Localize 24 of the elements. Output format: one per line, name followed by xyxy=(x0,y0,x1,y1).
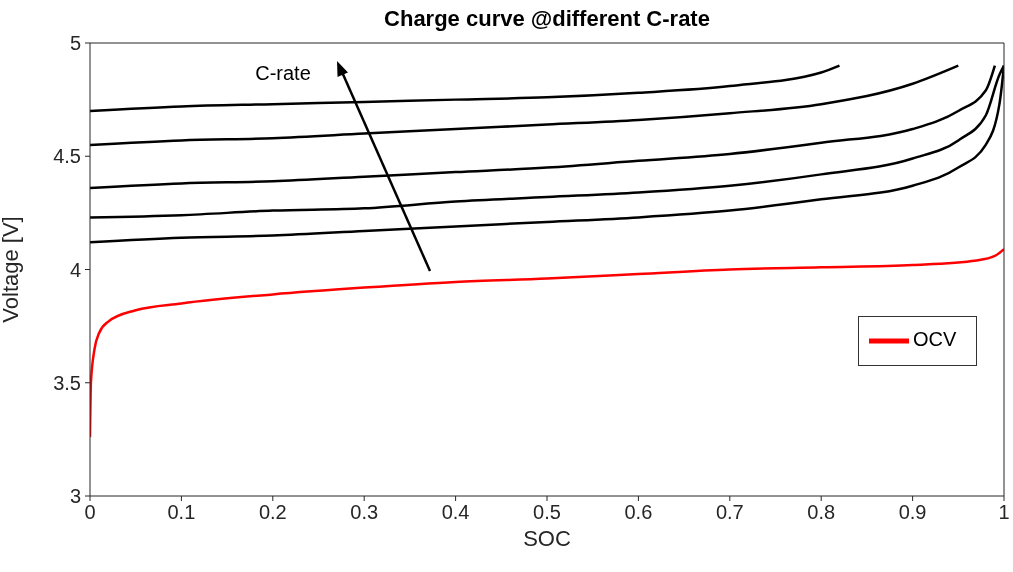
x-tick-label: 0.7 xyxy=(715,501,744,524)
line-series xyxy=(90,64,841,113)
x-tick-label: 0.2 xyxy=(258,501,287,524)
x-tick-label: 0.1 xyxy=(167,501,196,524)
y-tick-label: 5 xyxy=(69,32,81,55)
line-series xyxy=(90,64,960,147)
legend-label: OCV xyxy=(913,328,957,351)
x-tick-label: 0.4 xyxy=(441,501,470,524)
x-tick-label: 0 xyxy=(84,501,96,524)
y-tick-label: 4 xyxy=(69,258,81,281)
x-tick-label: 0.9 xyxy=(898,501,927,524)
y-axis-title: Voltage [V] xyxy=(0,216,23,323)
y-tick-label: 4.5 xyxy=(53,145,81,168)
x-tick-label: 1 xyxy=(998,501,1010,524)
x-tick-label: 0.8 xyxy=(807,501,836,524)
y-tick-label: 3 xyxy=(69,485,81,508)
x-axis-title: SOC xyxy=(523,526,571,551)
x-tick-label: 0.6 xyxy=(624,501,653,524)
x-tick-label: 0.3 xyxy=(350,501,379,524)
line-series xyxy=(90,64,997,190)
chart-title: Charge curve @different C-rate xyxy=(383,6,711,32)
annotation: C-rate xyxy=(255,62,311,84)
y-tick-label: 3.5 xyxy=(53,371,81,394)
x-tick-label: 0.5 xyxy=(533,501,561,524)
